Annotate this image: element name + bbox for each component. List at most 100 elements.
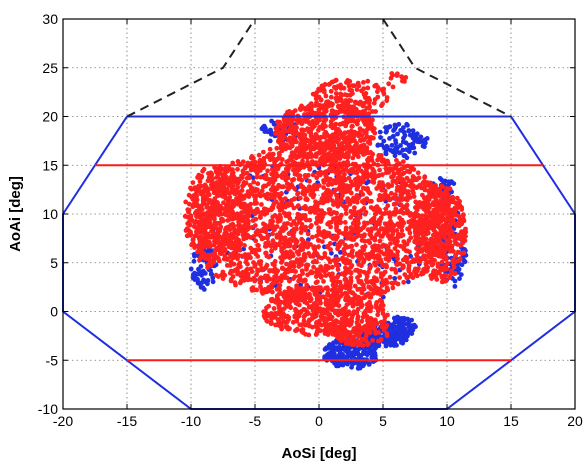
scatter-point (274, 224, 280, 229)
scatter-point (400, 232, 406, 238)
scatter-point (221, 238, 226, 243)
scatter-point (423, 268, 429, 274)
scatter-point (337, 129, 343, 135)
scatter-point (453, 253, 458, 259)
scatter-point (297, 257, 302, 263)
scatter-point (401, 264, 406, 270)
scatter-point (356, 177, 361, 182)
scatter-point (352, 83, 357, 89)
scatter-point (314, 102, 320, 108)
scatter-point (328, 94, 334, 100)
scatter-point (316, 212, 322, 217)
scatter-point (204, 186, 210, 192)
scatter-point (272, 167, 277, 173)
scatter-point (347, 201, 353, 207)
scatter-point (379, 159, 385, 164)
scatter-point (376, 330, 381, 335)
scatter-point (300, 154, 306, 159)
scatter-point (406, 263, 412, 269)
scatter-point (376, 173, 382, 178)
scatter-point (362, 311, 368, 317)
scatter-point (301, 318, 307, 324)
scatter-point (302, 277, 308, 283)
scatter-point (279, 172, 285, 178)
scatter-point (402, 153, 408, 159)
scatter-point (367, 347, 373, 352)
scatter-point (242, 243, 247, 248)
scatter-point (265, 191, 270, 197)
scatter-point (360, 245, 365, 250)
scatter-point (267, 207, 273, 213)
scatter-point (425, 217, 430, 223)
scatter-point (268, 187, 274, 193)
scatter-point (299, 262, 304, 267)
scatter-point (337, 156, 343, 162)
scatter-point (335, 242, 340, 248)
scatter-point (230, 268, 236, 274)
scatter-point (229, 186, 235, 191)
scatter-point (235, 228, 241, 234)
scatter-point (369, 249, 375, 255)
scatter-point (297, 154, 302, 159)
scatter-point (234, 266, 240, 272)
scatter-point (421, 233, 426, 239)
scatter-point (284, 324, 290, 330)
scatter-point (321, 185, 326, 190)
scatter-point (248, 277, 253, 282)
scatter-point (421, 195, 427, 201)
scatter-point (240, 159, 246, 165)
scatter-point (225, 213, 231, 219)
scatter-point (459, 207, 465, 212)
scatter-point (227, 194, 233, 200)
scatter-point (311, 301, 317, 306)
scatter-point (304, 282, 310, 288)
scatter-point (334, 225, 339, 231)
scatter-point (197, 179, 203, 184)
scatter-point (298, 244, 303, 250)
scatter-point (224, 257, 230, 262)
scatter-point (413, 176, 418, 182)
scatter-point (237, 260, 243, 266)
scatter-point (443, 272, 448, 278)
scatter-point (239, 204, 245, 210)
scatter-point (244, 266, 250, 272)
scatter-point (243, 259, 249, 265)
scatter-point (273, 322, 278, 328)
scatter-point (361, 86, 367, 92)
scatter-point (261, 206, 267, 212)
scatter-point (428, 187, 434, 193)
scatter-point (255, 181, 261, 187)
scatter-point (360, 116, 365, 122)
scatter-point (395, 131, 400, 137)
scatter-point (374, 300, 380, 305)
scatter-point (315, 279, 320, 285)
scatter-point (382, 314, 388, 320)
scatter-point (408, 210, 413, 216)
scatter-point (403, 196, 408, 202)
scatter-point (312, 305, 318, 310)
scatter-point (270, 261, 276, 267)
scatter-point (278, 217, 283, 223)
scatter-point (337, 183, 343, 189)
scatter-point (320, 214, 325, 220)
scatter-point (239, 215, 245, 221)
scatter-point (282, 235, 288, 241)
scatter-point (252, 211, 258, 217)
scatter-point (292, 274, 298, 279)
scatter-point (331, 321, 337, 327)
scatter-point (367, 361, 372, 366)
scatter-point (327, 342, 333, 347)
scatter-point (368, 264, 373, 269)
scatter-point (324, 139, 330, 144)
scatter-point (193, 191, 199, 197)
scatter-point (340, 134, 346, 140)
scatter-point (354, 310, 360, 315)
scatter-point (346, 83, 352, 89)
scatter-point (284, 181, 290, 187)
scatter-point (342, 139, 348, 145)
scatter-point (270, 180, 276, 186)
scatter-point (241, 246, 247, 252)
scatter-point (394, 180, 399, 186)
scatter-point (439, 252, 445, 258)
